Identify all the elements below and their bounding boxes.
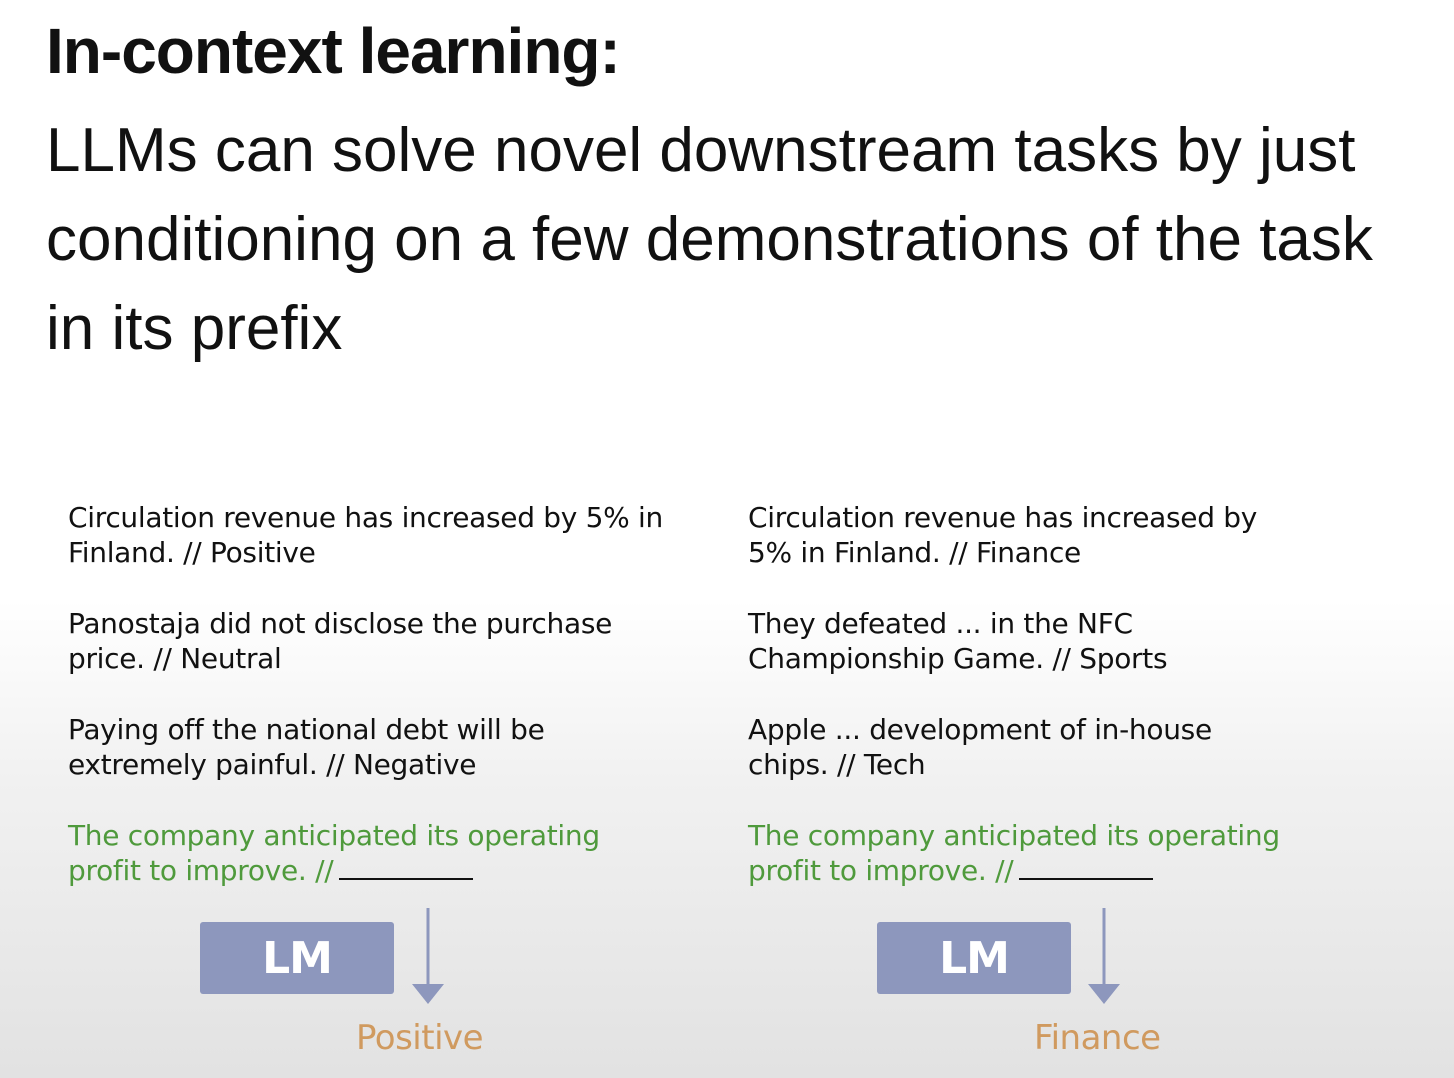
down-arrow-icon — [1088, 908, 1120, 1004]
lm-box-left: LM — [200, 922, 394, 994]
slide-subtitle: LLMs can solve novel downstream tasks by… — [46, 116, 1373, 363]
topic-column: Circulation revenue has increased by 5% … — [748, 500, 1368, 924]
down-arrow-icon — [412, 908, 444, 1004]
answer-blank — [1019, 860, 1154, 880]
query-text: The company anticipated its operating pr… — [748, 819, 1280, 887]
answer-left: Positive — [356, 1018, 484, 1058]
answer-right: Finance — [1034, 1018, 1161, 1058]
answer-blank — [339, 860, 474, 880]
query-text: The company anticipated its operating pr… — [68, 819, 600, 887]
demo-example-2: They defeated ... in the NFC Championshi… — [748, 607, 1168, 675]
query-example: The company anticipated its operating pr… — [748, 818, 1348, 888]
demo-example-3: Apple ... development of in-house chips.… — [748, 713, 1212, 781]
demo-example-2: Panostaja did not disclose the purchase … — [68, 607, 613, 675]
demo-example-3: Paying off the national debt will be ext… — [68, 713, 545, 781]
lm-label: LM — [262, 932, 333, 984]
demo-example-1: Circulation revenue has increased by 5% … — [68, 501, 663, 569]
demo-example-1: Circulation revenue has increased by 5% … — [748, 501, 1258, 569]
query-example: The company anticipated its operating pr… — [68, 818, 668, 888]
lm-box-right: LM — [877, 922, 1071, 994]
slide-title: In-context learning: — [46, 15, 621, 87]
lm-label: LM — [939, 932, 1010, 984]
sentiment-column: Circulation revenue has increased by 5% … — [68, 500, 688, 924]
